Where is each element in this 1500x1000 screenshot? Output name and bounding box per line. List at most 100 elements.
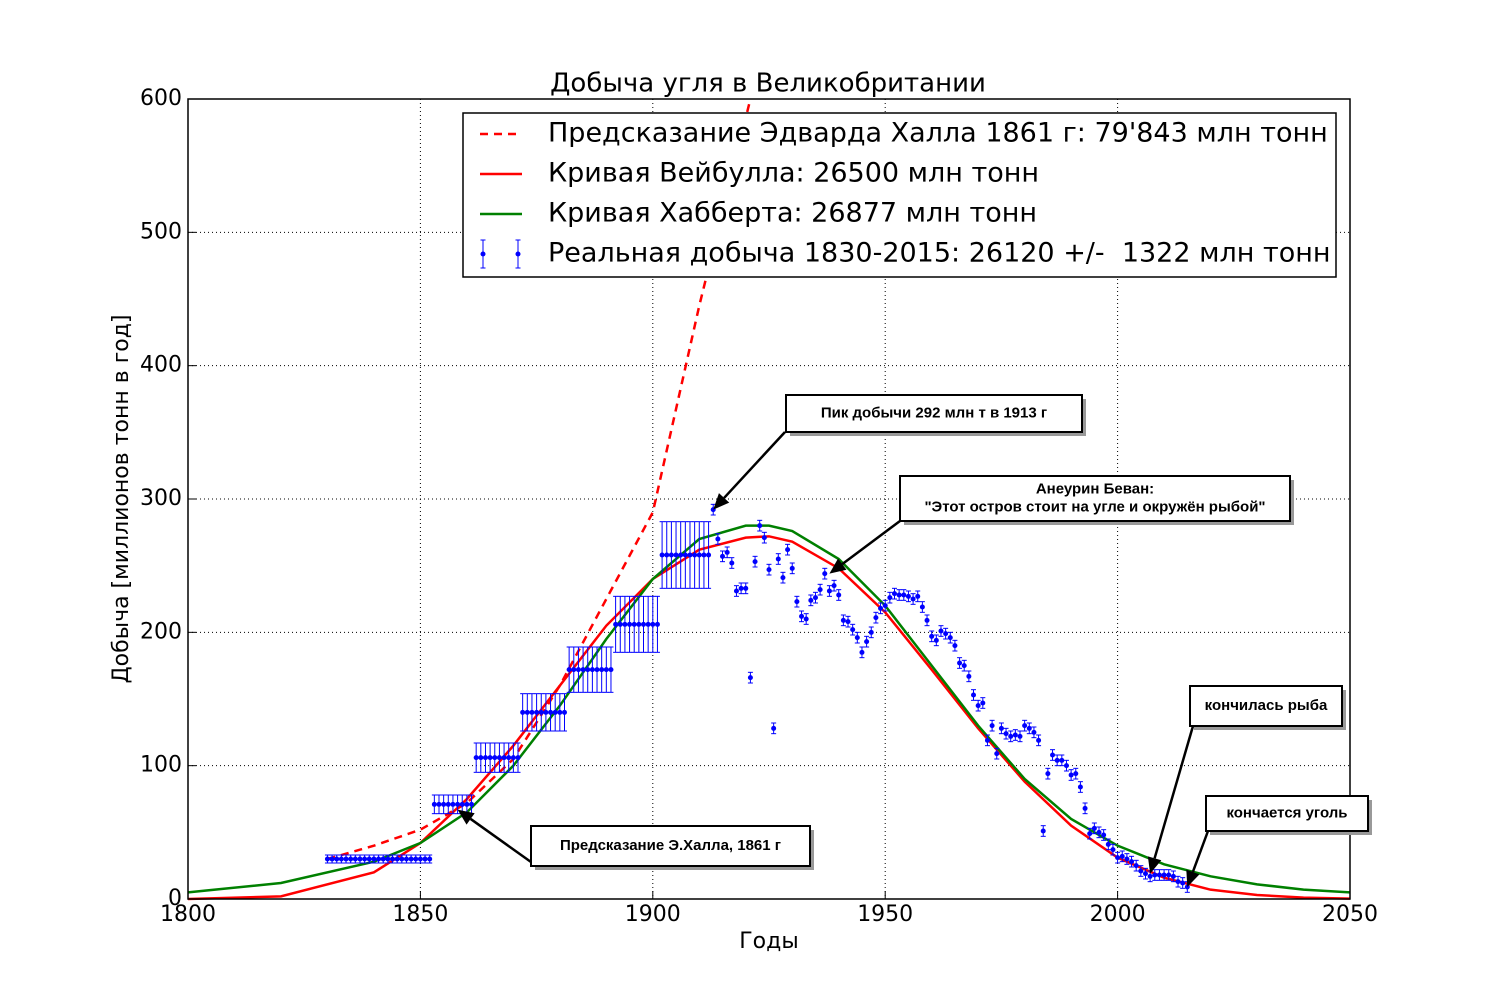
arrow-head	[829, 558, 847, 574]
data-point	[1077, 784, 1083, 790]
data-point	[571, 667, 577, 673]
x-axis-label: Годы	[739, 929, 798, 954]
data-point	[631, 621, 637, 627]
data-point	[464, 801, 470, 807]
data-point	[664, 552, 670, 558]
chart-title: Добыча угля в Великобритании	[550, 69, 986, 99]
data-point	[376, 856, 382, 862]
data-point	[957, 660, 963, 666]
data-point	[617, 621, 623, 627]
data-point	[343, 856, 349, 862]
data-point	[455, 801, 461, 807]
data-point	[450, 801, 456, 807]
data-point	[1031, 729, 1037, 735]
data-point	[357, 856, 363, 862]
data-point	[961, 663, 967, 669]
data-point	[678, 552, 684, 558]
data-point	[371, 856, 377, 862]
y-tick-label: 0	[168, 886, 182, 911]
data-point	[1096, 829, 1102, 835]
x-tick-label: 1850	[392, 902, 448, 927]
data-point	[1133, 863, 1139, 869]
data-point	[687, 552, 693, 558]
data-point	[524, 709, 530, 715]
legend-label: Кривая Хабберта: 26877 млн тонн	[548, 198, 1037, 229]
data-point	[436, 801, 442, 807]
data-point	[594, 667, 600, 673]
data-point	[1026, 725, 1032, 731]
data-point	[459, 801, 465, 807]
data-point	[1119, 853, 1125, 859]
data-point	[738, 585, 744, 591]
data-point	[329, 856, 335, 862]
data-point	[1091, 825, 1097, 831]
data-point	[557, 709, 563, 715]
x-tick-label: 1900	[625, 902, 681, 927]
data-point	[1040, 828, 1046, 834]
data-point	[780, 575, 786, 581]
annotation-text: Предсказание Э.Халла, 1861 г	[560, 837, 781, 854]
data-point	[1022, 723, 1028, 729]
data-point	[352, 856, 358, 862]
data-point	[706, 552, 712, 558]
data-point	[775, 556, 781, 562]
legend-label: Реальная добыча 1830-2015: 26120 +/- 132…	[548, 238, 1331, 269]
data-point	[1180, 880, 1186, 886]
data-point	[1068, 772, 1074, 778]
data-point	[1017, 733, 1023, 739]
data-point	[785, 547, 791, 553]
data-point	[771, 725, 777, 731]
annotation-box	[530, 825, 811, 867]
x-tick-label: 1800	[160, 902, 216, 927]
data-point	[812, 595, 818, 601]
annotation-arrow	[1191, 830, 1210, 873]
data-point	[1110, 847, 1116, 853]
data-point	[854, 635, 860, 641]
data-point	[910, 596, 916, 602]
data-point	[803, 616, 809, 622]
data-point	[534, 709, 540, 715]
y-tick-label: 100	[140, 753, 182, 778]
data-point	[845, 619, 851, 625]
data-point	[752, 559, 758, 565]
data-point	[1087, 831, 1093, 837]
data-point	[831, 583, 837, 589]
data-point	[933, 637, 939, 643]
data-point	[761, 535, 767, 541]
data-point	[561, 709, 567, 715]
data-point	[603, 667, 609, 673]
legend-box	[462, 112, 1337, 278]
data-point	[1082, 805, 1088, 811]
annotation-box	[899, 475, 1291, 522]
y-axis-label: Добыча [миллионов тонн в год]	[109, 314, 134, 683]
data-point	[994, 751, 1000, 757]
data-point	[938, 628, 944, 634]
data-point	[413, 856, 419, 862]
annotation-text: "Этот остров стоит на угле и окружён рыб…	[924, 498, 1265, 515]
data-point	[919, 604, 925, 610]
data-point	[334, 856, 340, 862]
data-point	[1152, 872, 1158, 878]
data-point	[789, 565, 795, 571]
data-point	[496, 755, 502, 761]
data-point	[733, 588, 739, 594]
data-point	[859, 649, 865, 655]
data-point	[966, 673, 972, 679]
data-point	[1156, 872, 1162, 878]
data-point	[1142, 871, 1148, 877]
data-point	[878, 605, 884, 611]
data-point	[882, 603, 888, 609]
data-point	[390, 856, 396, 862]
data-point	[1003, 731, 1009, 737]
data-point	[905, 593, 911, 599]
data-point	[492, 755, 498, 761]
data-point	[826, 588, 832, 594]
data-point	[510, 755, 516, 761]
data-point	[1166, 872, 1172, 878]
data-point	[971, 692, 977, 698]
data-point	[901, 592, 907, 598]
data-point	[1073, 771, 1079, 777]
data-point	[580, 667, 586, 673]
data-point	[552, 709, 558, 715]
data-point	[1050, 752, 1056, 758]
